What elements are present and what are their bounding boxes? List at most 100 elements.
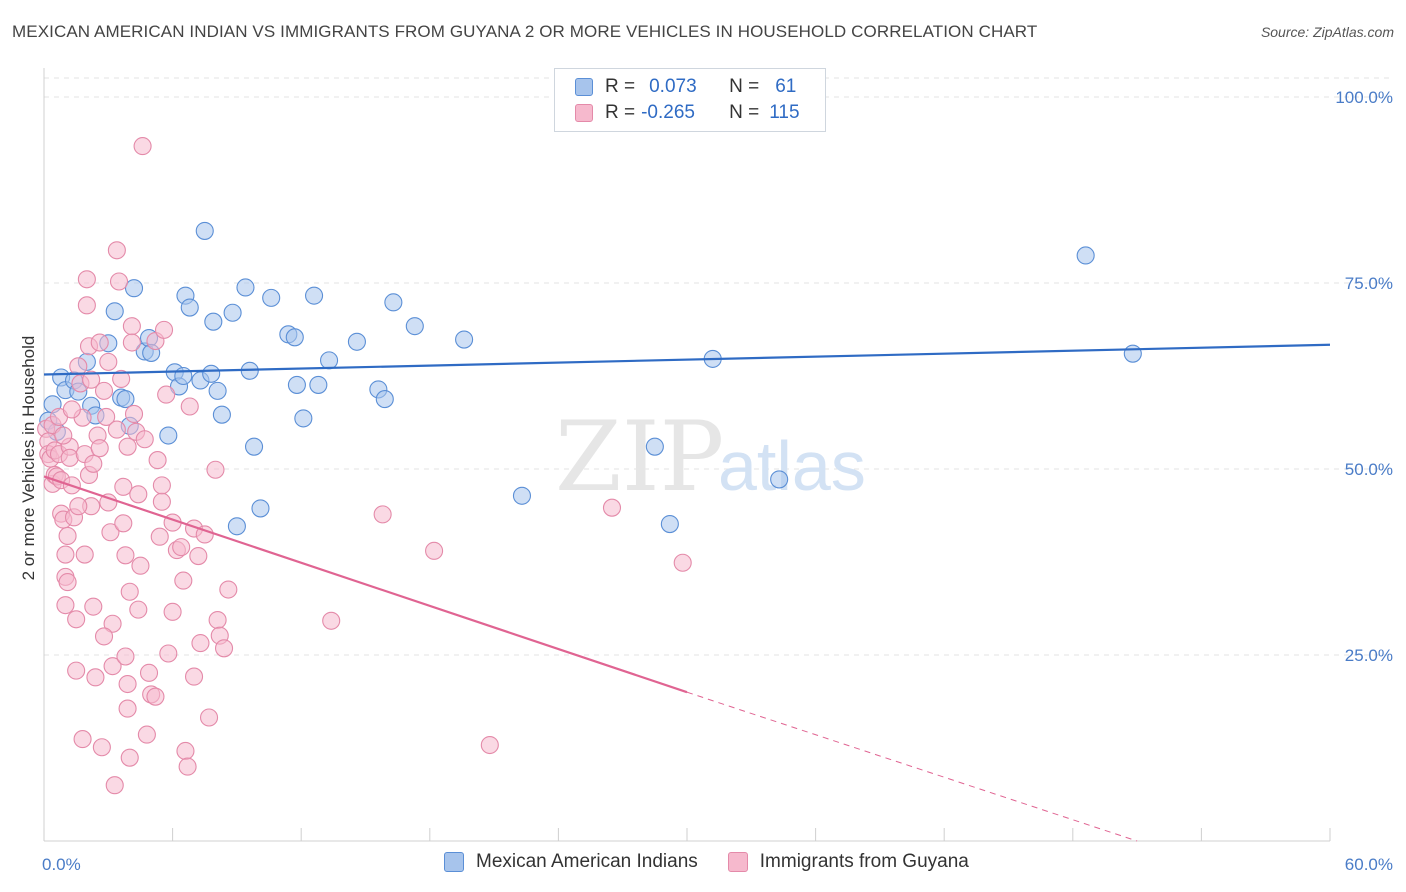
legend-n-label: N = [729, 102, 760, 123]
point-mexican [180, 298, 199, 317]
x-tick-label: 0.0% [42, 855, 81, 874]
point-guyana [67, 661, 86, 680]
point-mexican [287, 375, 306, 394]
point-guyana [75, 545, 94, 564]
chart-title: MEXICAN AMERICAN INDIAN VS IMMIGRANTS FR… [12, 22, 1038, 41]
point-guyana [90, 333, 109, 352]
point-mexican [124, 279, 144, 298]
legend-label: Immigrants from Guyana [759, 851, 969, 872]
point-guyana [159, 644, 178, 663]
legend-row-guyana: R = -0.265 N = 115 [575, 100, 800, 126]
point-guyana [77, 270, 96, 289]
point-mexican [294, 409, 313, 428]
stats-legend: R = 0.073 N = 61 R = -0.265 N = 115 [554, 68, 826, 132]
series-legend: Mexican American Indians Immigrants from… [444, 851, 999, 873]
watermark-atlas: atlas [718, 427, 866, 505]
point-guyana [146, 687, 165, 706]
tick-labels: 100.0% 75.0% 50.0% 25.0% 0.0% 60.0% [42, 88, 1393, 874]
legend-n-value: 61 [775, 76, 797, 97]
point-mexican [208, 381, 227, 400]
point-guyana [425, 541, 444, 560]
point-guyana [103, 614, 122, 633]
point-guyana [82, 370, 101, 389]
point-guyana [62, 400, 81, 419]
point-mexican [1076, 246, 1095, 265]
legend-r-label: R = [605, 76, 636, 97]
point-mexican [174, 366, 193, 386]
point-guyana [109, 272, 129, 291]
legend-swatch [727, 852, 748, 872]
point-guyana [116, 546, 135, 565]
point-guyana [602, 498, 622, 517]
legend-item-mexican[interactable]: Mexican American Indians [444, 851, 698, 873]
point-guyana [152, 492, 171, 511]
point-guyana [178, 757, 197, 776]
point-guyana [154, 320, 174, 339]
legend-r-value: -0.265 [641, 102, 695, 123]
point-mexican [236, 278, 255, 297]
point-guyana [84, 454, 103, 473]
point-guyana [116, 647, 135, 666]
point-mexican [660, 515, 679, 534]
point-mexican [212, 405, 231, 424]
point-guyana [118, 674, 137, 694]
point-mexican [105, 302, 124, 321]
point-guyana [480, 735, 499, 755]
legend-item-guyana[interactable]: Immigrants from Guyana [727, 851, 969, 873]
point-mexican [195, 221, 214, 240]
point-guyana [135, 430, 154, 449]
point-guyana [58, 526, 77, 546]
point-guyana [94, 381, 114, 400]
point-mexican [347, 332, 366, 351]
point-guyana [208, 610, 227, 630]
point-guyana [131, 556, 150, 575]
point-guyana [129, 485, 148, 504]
y-tick-label: 50.0% [1345, 460, 1393, 479]
point-guyana [56, 545, 75, 564]
trend-line-guyana [43, 475, 688, 694]
point-guyana [99, 352, 118, 371]
point-guyana [67, 610, 86, 629]
y-tick-label: 100.0% [1335, 88, 1393, 107]
point-guyana [94, 627, 114, 646]
point-guyana [114, 477, 133, 496]
point-guyana [84, 597, 103, 616]
point-guyana [86, 668, 105, 687]
point-guyana [101, 523, 120, 542]
point-guyana [184, 667, 204, 686]
point-mexican [159, 426, 178, 445]
point-guyana [195, 525, 214, 544]
point-guyana [373, 505, 392, 524]
legend-r-value: 0.073 [649, 76, 697, 97]
point-mexican [204, 312, 223, 331]
point-guyana [58, 573, 77, 592]
point-mexican [320, 351, 339, 370]
point-mexican [244, 437, 264, 456]
point-mexican [116, 390, 135, 409]
point-guyana [120, 748, 139, 767]
point-guyana [56, 596, 75, 615]
trend-lines [43, 343, 1331, 842]
legend-swatch-guyana [575, 104, 593, 122]
point-guyana [157, 385, 176, 404]
point-mexican [262, 288, 281, 307]
point-guyana [191, 634, 210, 653]
point-guyana [118, 437, 137, 456]
y-tick-label: 25.0% [1345, 646, 1393, 665]
point-guyana [137, 725, 156, 744]
point-guyana [129, 600, 148, 619]
point-guyana [206, 460, 225, 479]
point-guyana [107, 241, 126, 260]
point-guyana [133, 137, 152, 156]
point-guyana [99, 493, 118, 512]
point-guyana [163, 602, 182, 621]
trend-extension-guyana [686, 691, 1138, 842]
point-guyana [73, 730, 92, 749]
point-mexican [251, 499, 270, 518]
point-mexican [1123, 344, 1142, 363]
point-mexican [645, 437, 664, 456]
legend-swatch [444, 852, 464, 872]
point-guyana [148, 451, 167, 470]
point-guyana [118, 699, 137, 718]
